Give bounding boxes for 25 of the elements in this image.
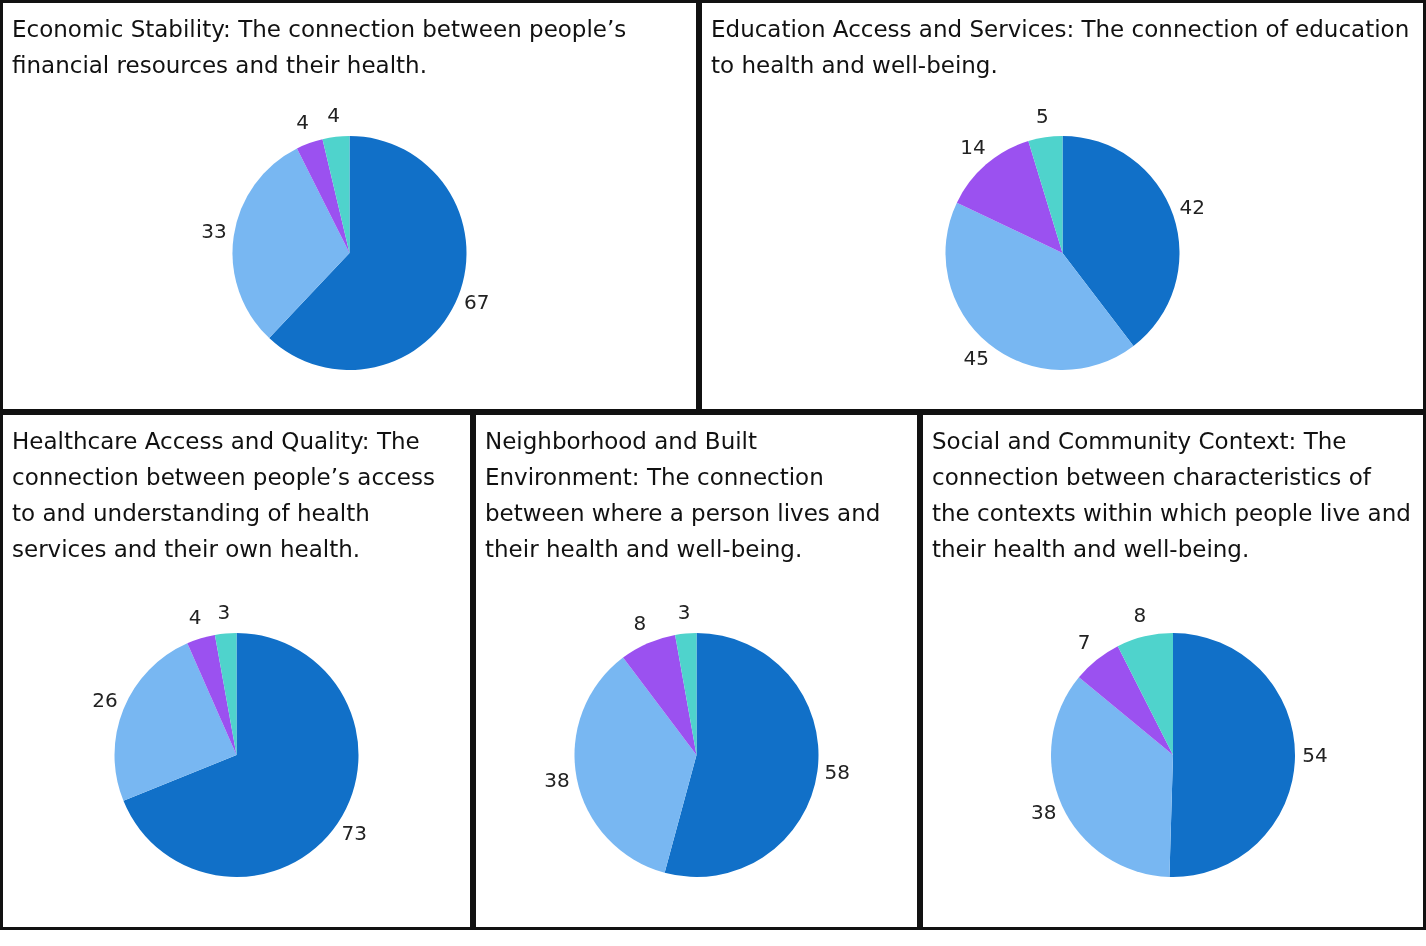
chart-title: Education Access and Services: The connection of education to health and well-being. bbox=[711, 15, 1411, 80]
data-label: 42 bbox=[1179, 195, 1206, 220]
data-label: 4 bbox=[296, 110, 310, 135]
data-label: 8 bbox=[633, 611, 647, 636]
data-label: 7 bbox=[1077, 630, 1091, 655]
chart-title: Healthcare Access and Quality: The connection between people’s access to and understanding of health services and their own health. bbox=[12, 427, 436, 564]
data-label: 58 bbox=[824, 759, 850, 784]
chart-title: Economic Stability: The connection between people’s financial resources and their health. bbox=[12, 15, 628, 80]
chart-title: Neighborhood and Built Environment: The connection between where a person lives and their health and well-being. bbox=[485, 427, 882, 564]
data-label: 38 bbox=[1030, 799, 1057, 824]
data-label: 33 bbox=[201, 219, 227, 244]
data-label: 3 bbox=[677, 599, 691, 624]
data-label: 67 bbox=[464, 289, 490, 314]
data-label: 26 bbox=[92, 687, 118, 712]
data-label: 8 bbox=[1133, 603, 1147, 628]
data-label: 38 bbox=[544, 768, 570, 793]
chart-title: Social and Community Context: The connection between characteristics of the contexts within which people live and their health and well-being. bbox=[932, 427, 1412, 564]
data-label: 4 bbox=[188, 605, 202, 630]
data-label: 73 bbox=[341, 820, 367, 845]
data-label: 14 bbox=[960, 135, 986, 160]
data-label: 45 bbox=[963, 345, 989, 370]
data-label: 4 bbox=[327, 103, 340, 128]
data-label: 54 bbox=[1302, 743, 1328, 768]
data-label: 5 bbox=[1035, 103, 1049, 128]
data-label: 3 bbox=[217, 599, 231, 624]
